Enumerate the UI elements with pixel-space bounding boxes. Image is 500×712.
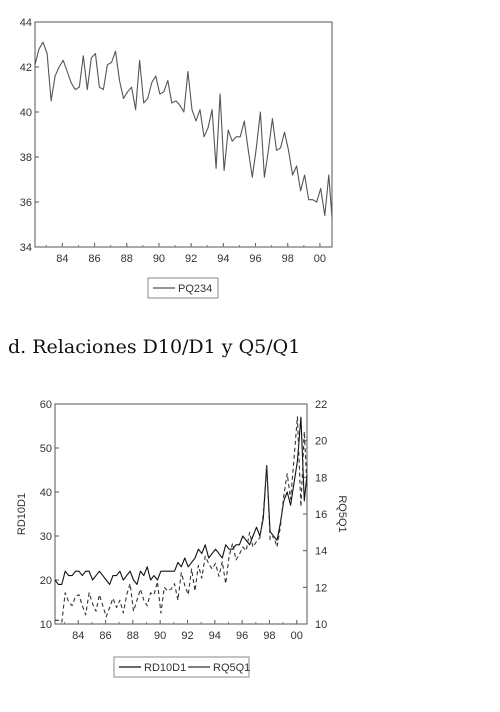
x-tick-label: 98 — [282, 253, 294, 265]
y-tick-label: 36 — [20, 197, 32, 209]
section-heading: d. Relaciones D10/D1 y Q5/Q1 — [8, 336, 301, 358]
x-tick-label: 96 — [236, 630, 248, 642]
y-right-tick-label: 22 — [315, 399, 327, 411]
y-tick-label: 34 — [20, 242, 32, 254]
legend-box — [147, 277, 219, 299]
x-tick-label: 86 — [88, 253, 100, 265]
x-tick-label: 84 — [56, 253, 68, 265]
legend-label: RD10D1 — [144, 662, 186, 674]
x-tick-label: 90 — [154, 630, 166, 642]
x-tick-label: 86 — [99, 630, 111, 642]
y-tick-label: 30 — [40, 531, 52, 543]
y-tick-label: 44 — [20, 17, 32, 29]
legend-label: PQ234 — [178, 283, 212, 295]
y-right-tick-label: 14 — [315, 546, 327, 558]
y-tick-label: 60 — [40, 399, 52, 411]
x-tick-label: 92 — [185, 253, 197, 265]
x-tick-label: 00 — [291, 630, 303, 642]
x-tick-label: 90 — [153, 253, 165, 265]
x-tick-label: 84 — [72, 630, 84, 642]
y-tick-label: 20 — [40, 575, 52, 587]
x-tick-label: 94 — [217, 253, 229, 265]
y-right-tick-label: 20 — [315, 436, 327, 448]
y-right-tick-label: 18 — [315, 472, 327, 484]
series-line-pq234 — [34, 41, 333, 218]
series-line-rd10d1 — [54, 416, 308, 585]
y-right-axis-label: RQ5Q1 — [336, 495, 348, 532]
legend-label: RQ5Q1 — [213, 662, 250, 674]
y-tick-label: 40 — [40, 487, 52, 499]
y-right-tick-label: 12 — [315, 582, 327, 594]
y-axis-label: RD10D1 — [16, 493, 28, 535]
x-tick-label: 00 — [314, 253, 326, 265]
y-right-tick-label: 16 — [315, 509, 327, 521]
y-tick-label: 40 — [20, 107, 32, 119]
x-tick-label: 98 — [263, 630, 275, 642]
legend-box — [113, 656, 250, 678]
y-tick-label: 10 — [40, 619, 52, 631]
x-tick-label: 88 — [121, 253, 133, 265]
x-tick-label: 96 — [249, 253, 261, 265]
y-tick-label: 50 — [40, 443, 52, 455]
plot-frame-1 — [34, 21, 333, 248]
y-tick-label: 42 — [20, 62, 32, 74]
x-tick-label: 92 — [181, 630, 193, 642]
x-tick-label: 94 — [209, 630, 221, 642]
x-tick-label: 88 — [127, 630, 139, 642]
y-tick-label: 38 — [20, 152, 32, 164]
series-line-rq5q1 — [55, 416, 308, 623]
y-right-tick-label: 10 — [315, 619, 327, 631]
